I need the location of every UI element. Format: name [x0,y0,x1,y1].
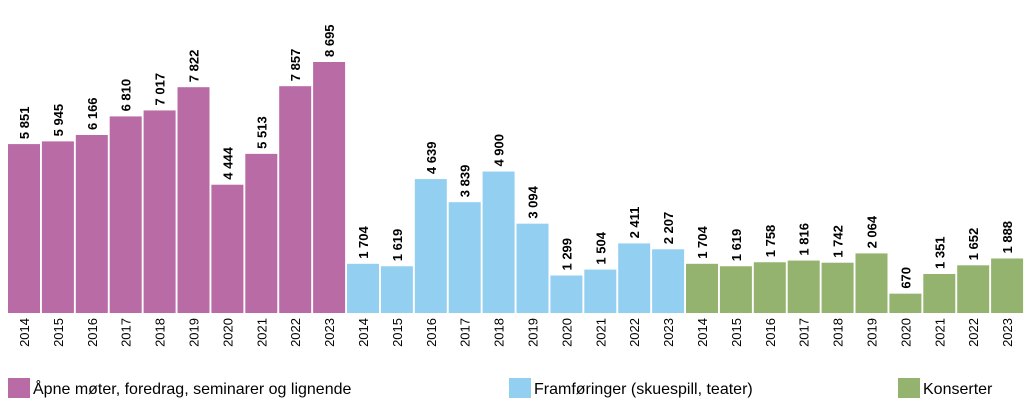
bar [8,144,40,313]
value-label: 1 299 [559,238,574,271]
x-tick-label: 2023 [1000,318,1015,347]
x-tick-label: 2019 [526,318,541,347]
bar [75,135,108,313]
bar [414,179,447,313]
bar [279,86,312,314]
x-tick-label: 2020 [220,318,235,347]
value-label: 1 704 [356,226,371,259]
bar [787,260,820,313]
value-label: 1 351 [932,236,947,269]
bar [584,269,617,313]
value-label: 1 652 [966,228,981,261]
bar [889,293,922,313]
x-tick-label: 2017 [797,318,812,347]
value-label: 1 888 [1000,221,1015,254]
bar [855,253,888,313]
x-tick-label: 2017 [119,318,134,347]
x-tick-label: 2021 [254,318,269,347]
value-label: 4 900 [492,134,507,167]
x-tick-label: 2015 [51,318,66,347]
value-label: 7 822 [187,50,202,83]
bar [211,184,244,313]
bar [482,171,515,313]
value-label: 4 639 [424,142,439,175]
bar [652,249,685,313]
bar [618,243,651,313]
bar [516,223,549,313]
value-label: 2 064 [865,215,880,248]
x-tick-label: 2015 [729,318,744,347]
value-label: 5 851 [17,107,32,140]
x-tick-label: 2019 [865,318,880,347]
x-tick-label: 2014 [356,318,371,347]
legend-label: Åpne møter, foredrag, seminarer og ligne… [33,379,352,398]
bar [313,62,346,313]
value-label: 3 839 [458,165,473,198]
x-tick-label: 2022 [627,318,642,347]
value-label: 2 411 [627,207,642,239]
x-tick-label: 2023 [322,318,337,347]
value-label: 5 513 [254,116,269,149]
x-tick-label: 2020 [559,318,574,347]
x-tick-label: 2014 [17,318,32,347]
bar [347,263,379,313]
value-label: 1 758 [763,225,778,258]
value-label: 1 742 [831,225,846,258]
value-label: 4 444 [220,146,235,179]
value-label: 3 094 [526,185,541,218]
value-label: 8 695 [322,24,337,57]
x-tick-label: 2021 [932,318,947,347]
bar [177,87,210,313]
legend-swatch [509,378,531,398]
legend-swatch [8,378,30,398]
bar [686,263,718,313]
value-label: 1 504 [593,231,608,264]
x-tick-label: 2017 [458,318,473,347]
legend-swatch [898,378,920,398]
value-label: 2 207 [661,212,676,245]
value-label: 7 017 [153,73,168,106]
x-tick-label: 2023 [661,318,676,347]
bar [41,141,74,313]
value-label: 1 619 [390,229,405,262]
bar [923,274,956,313]
x-tick-label: 2018 [492,318,507,347]
value-label: 1 619 [729,229,744,262]
x-tick-label: 2018 [831,318,846,347]
legend-label: Framføringer (skuespill, teater) [534,381,753,398]
bar [143,110,176,313]
bar [550,275,583,313]
value-label: 670 [898,267,913,289]
value-label: 6 166 [85,97,100,130]
bar [245,153,278,313]
value-label: 1 816 [797,223,812,256]
bar [448,202,481,313]
x-tick-label: 2015 [390,318,405,347]
value-label: 5 945 [51,104,66,137]
x-tick-label: 2018 [153,318,168,347]
bar [957,265,990,313]
bar [753,262,786,313]
bar [821,262,854,313]
value-label: 1 704 [695,226,710,259]
x-tick-label: 2014 [695,318,710,347]
x-tick-label: 2020 [898,318,913,347]
x-tick-label: 2016 [85,318,100,347]
value-label: 7 857 [288,49,303,82]
legend-label: Konserter [923,381,993,398]
x-tick-label: 2021 [593,318,608,347]
bar [380,266,413,313]
bar [991,258,1024,313]
x-tick-label: 2016 [424,318,439,347]
x-tick-label: 2016 [763,318,778,347]
x-tick-label: 2022 [966,318,981,347]
x-tick-label: 2022 [288,318,303,347]
value-label: 6 810 [119,79,134,112]
bar [719,266,752,313]
x-tick-label: 2019 [187,318,202,347]
bar [109,116,142,313]
